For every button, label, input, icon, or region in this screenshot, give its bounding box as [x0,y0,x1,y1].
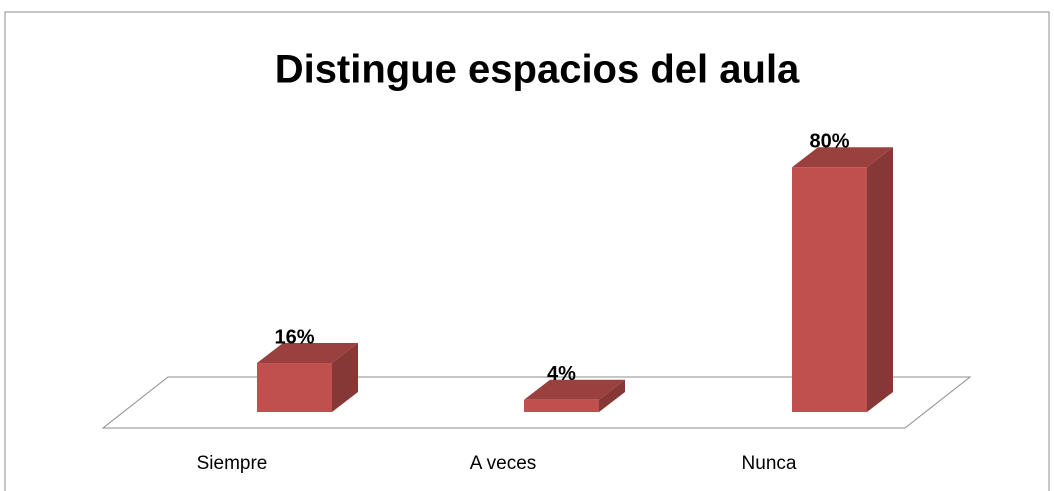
data-label: 80% [809,130,849,152]
bar-top [792,147,893,168]
bar-front [257,363,332,412]
bar [792,147,893,412]
chart-title: Distingue espacios del aula [275,48,800,92]
x-tick-label: Nunca [742,453,797,474]
x-tick-label: A veces [470,453,537,474]
bar-top [524,379,625,400]
bar-side [332,343,358,412]
data-label: 4% [547,363,576,385]
bar-front [524,399,599,412]
data-label: 16% [274,326,314,348]
bar-side [867,147,893,412]
bar-side [599,379,625,412]
bar [257,343,358,412]
bar-front [792,167,867,412]
bar-top [257,343,358,364]
x-tick-label: Siempre [197,453,268,474]
bar [524,379,625,412]
